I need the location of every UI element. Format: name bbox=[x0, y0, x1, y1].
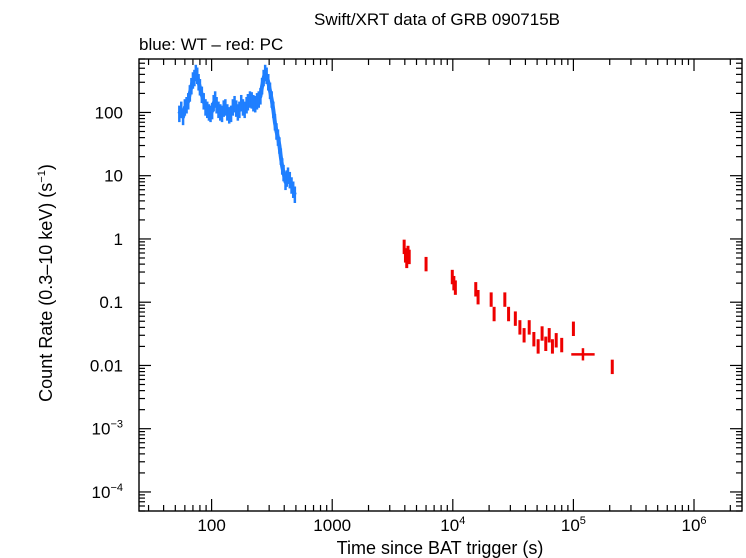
x-tick-label-base: 10 bbox=[440, 516, 459, 535]
y-axis-label-main: Count Rate (0.3–10 keV) (s bbox=[36, 183, 56, 402]
y-tick-label: 100 bbox=[95, 103, 123, 122]
y-tick-label: 10−4 bbox=[92, 482, 123, 502]
y-tick-label-base: 10 bbox=[104, 167, 123, 186]
x-tick-label: 100 bbox=[197, 516, 225, 535]
x-tick-label: 105 bbox=[561, 515, 586, 535]
y-tick-label: 0.1 bbox=[99, 293, 123, 312]
y-tick-label: 10 bbox=[104, 167, 123, 186]
x-tick-label-base: 1000 bbox=[313, 516, 351, 535]
x-tick-label: 1000 bbox=[313, 516, 351, 535]
x-tick-label-base: 100 bbox=[197, 516, 225, 535]
axis-ticks bbox=[139, 58, 742, 512]
x-tick-label-sup: 6 bbox=[700, 515, 706, 527]
y-axis-label-close: ) bbox=[36, 164, 56, 170]
data-marks bbox=[177, 64, 614, 375]
y-axis-label: Count Rate (0.3–10 keV) (s−1) bbox=[36, 164, 56, 402]
y-tick-label-base: 10 bbox=[92, 420, 111, 439]
y-tick-label: 0.01 bbox=[90, 356, 123, 375]
x-tick-label-base: 10 bbox=[681, 516, 700, 535]
plot-frame bbox=[138, 58, 743, 512]
y-tick-label-sup: −3 bbox=[110, 419, 123, 431]
y-tick-label-base: 1 bbox=[114, 230, 123, 249]
x-tick-label-sup: 4 bbox=[459, 515, 465, 527]
y-tick-label-base: 100 bbox=[95, 103, 123, 122]
x-tick-label: 106 bbox=[681, 515, 706, 535]
y-axis-label-sup: −1 bbox=[36, 170, 48, 183]
y-tick-label-sup: −4 bbox=[110, 482, 123, 494]
chart-title: Swift/XRT data of GRB 090715B bbox=[314, 10, 560, 29]
y-tick-label-base: 0.1 bbox=[99, 293, 123, 312]
x-tick-label-sup: 5 bbox=[580, 515, 586, 527]
x-tick-label-base: 10 bbox=[561, 516, 580, 535]
y-tick-label: 10−3 bbox=[92, 419, 123, 439]
series-wt bbox=[177, 64, 297, 203]
x-axis-label: Time since BAT trigger (s) bbox=[337, 538, 544, 558]
y-tick-label: 1 bbox=[114, 230, 123, 249]
y-tick-label-base: 0.01 bbox=[90, 356, 123, 375]
y-tick-label-base: 10 bbox=[92, 483, 111, 502]
series-pc bbox=[402, 239, 614, 375]
chart-subtitle: blue: WT – red: PC bbox=[139, 35, 283, 54]
x-tick-label: 104 bbox=[440, 515, 465, 535]
